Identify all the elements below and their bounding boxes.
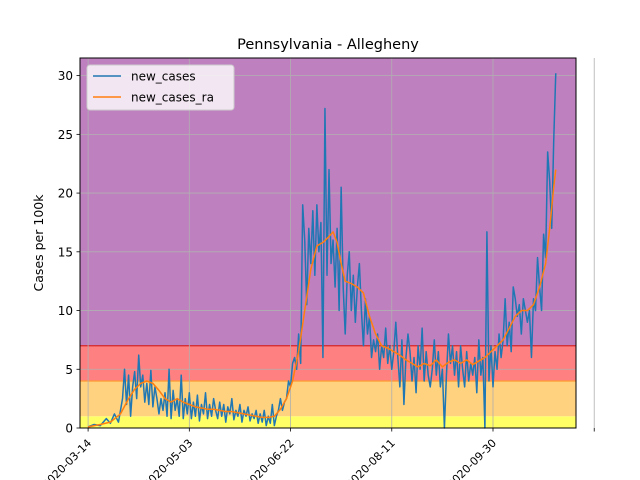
chart-title: Pennsylvania - Allegheny	[237, 37, 419, 53]
y-tick-label: 20	[58, 187, 73, 201]
x-tick-label: 2020-06-22	[242, 437, 296, 480]
legend-label-new-cases-ra: new_cases_ra	[131, 91, 214, 105]
y-axis-ticks: 0 5 10 15 20 25 30	[58, 69, 80, 436]
y-tick-label: 15	[58, 245, 73, 259]
series-line-new-cases-ra	[87, 169, 557, 428]
y-tick-label: 10	[58, 304, 73, 318]
legend: new_cases new_cases_ra	[86, 64, 235, 111]
x-tick-label: 2020-09-30	[445, 437, 499, 480]
y-axis-label: Cases per 100k	[31, 194, 46, 292]
series-line-new-cases	[87, 73, 557, 429]
x-axis-ticks: 2020-03-14 2020-05-03 2020-06-22 2020-08-11…	[40, 428, 595, 480]
y-tick-label: 30	[58, 69, 73, 83]
y-tick-label: 25	[58, 128, 73, 142]
plot-frame	[79, 57, 577, 429]
legend-box	[86, 64, 235, 111]
y-tick-label: 0	[65, 422, 73, 436]
threshold-band	[80, 416, 576, 428]
x-tick-label: 2020-08-11	[343, 437, 397, 480]
series-lines	[87, 73, 557, 429]
legend-label-new-cases: new_cases	[131, 70, 196, 84]
x-tick-label: 2020-05-03	[141, 437, 195, 480]
y-tick-label: 5	[65, 363, 73, 377]
x-tick-label: 2020-03-14	[40, 437, 94, 480]
